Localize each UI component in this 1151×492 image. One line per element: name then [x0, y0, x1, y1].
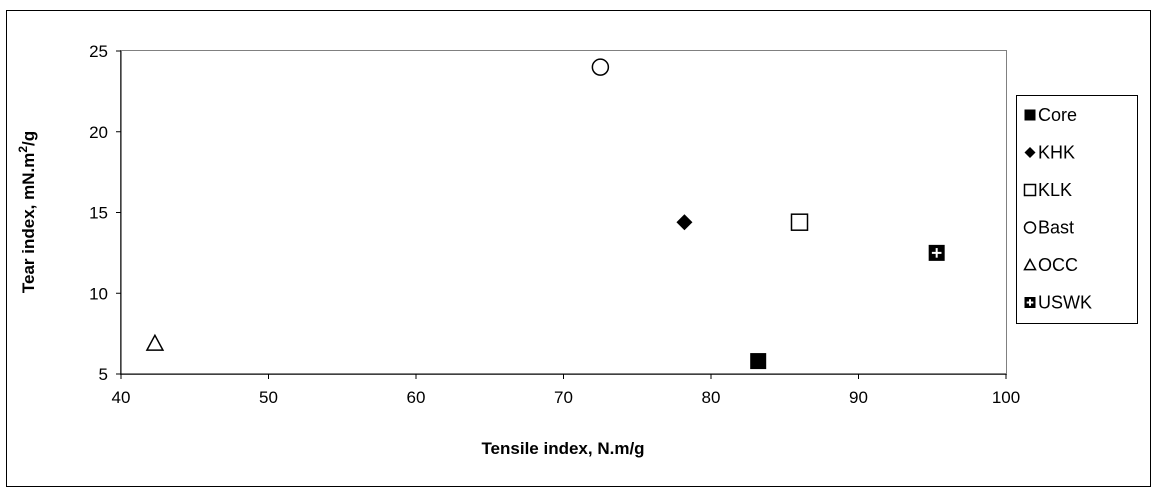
y-axis-title: Tear index, mN.m2/g	[16, 131, 38, 293]
data-point-core	[750, 353, 767, 370]
y-tick-label: 10	[89, 284, 108, 303]
x-tick-label: 50	[259, 388, 278, 407]
x-tick-label: 80	[702, 388, 721, 407]
legend-marker-klk	[1023, 183, 1037, 197]
x-tick-label: 40	[112, 388, 131, 407]
x-tick-label: 90	[849, 388, 868, 407]
y-tick-label: 15	[89, 204, 108, 223]
x-axis-title: Tensile index, N.m/g	[481, 439, 644, 458]
y-axis-title-superscript: 2	[16, 146, 30, 153]
data-point-klk	[790, 213, 809, 231]
plot-area	[120, 50, 1007, 375]
axes: 5 10 15 20 25 40 50 60 70 80 90 100	[89, 42, 1020, 407]
legend-label-uswk: USWK	[1038, 293, 1092, 313]
y-axis-title-main: Tear index, mN.m	[19, 153, 38, 293]
legend-marker-khk	[1024, 147, 1036, 158]
legend-label-occ: OCC	[1038, 255, 1078, 275]
y-tick-label: 20	[89, 123, 108, 142]
legend-label-core: Core	[1038, 105, 1077, 125]
y-tick-label: 25	[89, 42, 108, 61]
legend-marker-bast	[1023, 221, 1037, 234]
legend-label-khk: KHK	[1038, 143, 1075, 163]
legend-label-klk: KLK	[1038, 180, 1072, 200]
legend-marker-core	[1024, 109, 1036, 121]
data-point-khk	[676, 214, 693, 231]
data-point-occ	[145, 333, 165, 351]
x-tick-label: 100	[992, 388, 1020, 407]
legend: Core KHK KLK Bast OCC USWK	[1023, 105, 1092, 313]
data-points	[145, 58, 945, 370]
legend-marker-occ	[1023, 257, 1037, 271]
y-tick-label: 5	[99, 365, 108, 384]
legend-box	[1016, 95, 1138, 324]
data-point-uswk	[928, 244, 945, 261]
legend-label-bast: Bast	[1038, 218, 1074, 238]
x-tick-label: 70	[554, 388, 573, 407]
data-point-bast	[591, 58, 610, 76]
y-axis-title-end: /g	[19, 131, 38, 146]
legend-marker-uswk	[1024, 297, 1036, 308]
x-tick-label: 60	[407, 388, 426, 407]
